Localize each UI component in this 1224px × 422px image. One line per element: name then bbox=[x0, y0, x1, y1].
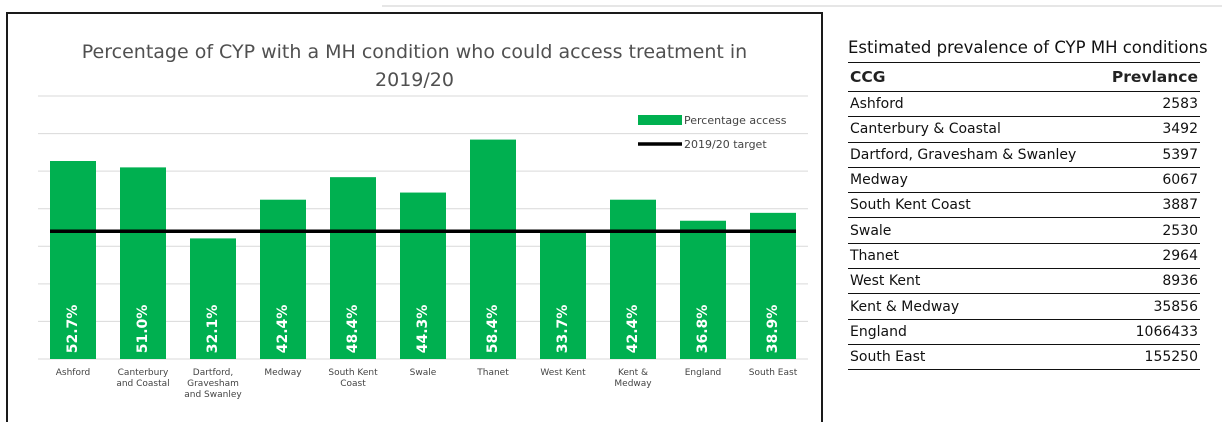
bar bbox=[400, 192, 446, 359]
chart-title-line-1: Percentage of CYP with a MH condition wh… bbox=[81, 41, 748, 63]
header-ccg: CCG bbox=[848, 62, 1101, 92]
legend-swatch-percentage-access bbox=[638, 115, 682, 125]
bar-value-label: 58.4% bbox=[485, 305, 501, 354]
category-tick-label: Swale bbox=[410, 368, 437, 378]
table-row: Swale 2530 bbox=[848, 217, 1200, 244]
chart-title-line-2: 2019/20 bbox=[375, 69, 454, 91]
bar-value-label: 32.1% bbox=[205, 305, 221, 354]
table-row: England 1066433 bbox=[848, 319, 1200, 345]
table-row: Medway 6067 bbox=[848, 167, 1200, 194]
bar bbox=[260, 199, 306, 359]
table-caption: Estimated prevalence of CYP MH condition… bbox=[848, 38, 1208, 57]
prevalence-cell: 8936 bbox=[1100, 268, 1200, 295]
bar bbox=[610, 199, 656, 359]
bar bbox=[750, 212, 796, 359]
bar-value-label: 48.4% bbox=[345, 305, 361, 354]
legend-label-percentage-access: Percentage access bbox=[684, 114, 787, 127]
ccg-name-cell: Canterbury & Coastal bbox=[848, 116, 1101, 143]
table-row: Dartford, Gravesham & Swanley 5397 bbox=[848, 142, 1200, 168]
ccg-name-cell: Kent & Medway bbox=[848, 293, 1101, 320]
table-row: Canterbury & Coastal 3492 bbox=[848, 116, 1200, 143]
bar-value-label: 33.7% bbox=[555, 305, 571, 354]
table-row: West Kent 8936 bbox=[848, 268, 1200, 295]
category-tick-label: West Kent bbox=[540, 368, 586, 378]
prevalence-cell: 3492 bbox=[1100, 116, 1200, 143]
prevalence-cell: 6067 bbox=[1100, 167, 1200, 194]
bar bbox=[190, 238, 236, 359]
top-divider bbox=[382, 5, 1222, 7]
ccg-name-cell: South Kent Coast bbox=[848, 192, 1101, 219]
bar bbox=[50, 160, 96, 359]
prevalence-cell: 2964 bbox=[1100, 243, 1200, 270]
category-tick-label: South Kent bbox=[328, 368, 378, 378]
category-tick-label: Coast bbox=[340, 379, 366, 389]
prevalence-cell: 3887 bbox=[1100, 192, 1200, 219]
prevalence-cell: 35856 bbox=[1100, 293, 1200, 320]
ccg-name-cell: Swale bbox=[848, 217, 1101, 244]
bar-value-label: 51.0% bbox=[135, 305, 151, 354]
prevalence-cell: 2530 bbox=[1100, 217, 1200, 244]
ccg-name-cell: South East bbox=[848, 344, 1101, 371]
category-tick-label: Canterbury bbox=[118, 368, 169, 378]
bar-value-label: 42.4% bbox=[625, 305, 641, 354]
category-tick-label: and Coastal bbox=[116, 379, 169, 389]
prevalence-cell: 5397 bbox=[1100, 142, 1200, 168]
category-tick-label: Dartford, bbox=[193, 368, 233, 378]
prevalence-cell: 1066433 bbox=[1100, 319, 1200, 345]
prevalence-cell: 2583 bbox=[1100, 91, 1200, 118]
legend-label-target: 2019/20 target bbox=[684, 138, 767, 151]
bar-value-label: 44.3% bbox=[415, 305, 431, 354]
ccg-name-cell: Thanet bbox=[848, 243, 1101, 270]
category-tick-label: England bbox=[685, 368, 722, 378]
bar bbox=[540, 232, 586, 359]
prevalence-table: CCG Prevlance Ashford 2583 Canterbury & Co… bbox=[848, 62, 1200, 371]
table-row: South East 155250 bbox=[848, 344, 1200, 371]
ccg-name-cell: West Kent bbox=[848, 268, 1101, 295]
bar bbox=[120, 167, 166, 359]
bar bbox=[680, 220, 726, 359]
bar-value-label: 42.4% bbox=[275, 305, 291, 354]
ccg-name-cell: Ashford bbox=[848, 91, 1101, 118]
table-header-row: CCG Prevlance bbox=[848, 62, 1200, 92]
category-tick-label: Ashford bbox=[56, 368, 90, 378]
header-prevalence: Prevlance bbox=[1100, 62, 1200, 92]
bar bbox=[330, 177, 376, 359]
table-row: Ashford 2583 bbox=[848, 91, 1200, 118]
bar-value-label: 38.9% bbox=[765, 305, 781, 354]
bar bbox=[470, 139, 516, 359]
ccg-name-cell: England bbox=[848, 319, 1101, 345]
bar-value-label: 36.8% bbox=[695, 305, 711, 354]
category-tick-label: South East bbox=[749, 368, 798, 378]
category-tick-label: Kent & bbox=[618, 368, 648, 378]
category-tick-label: Medway bbox=[264, 368, 302, 378]
table-row: South Kent Coast 3887 bbox=[848, 192, 1200, 219]
category-tick-label: and Swanley bbox=[184, 390, 242, 400]
bar-value-label: 52.7% bbox=[65, 305, 81, 354]
table-row: Kent & Medway 35856 bbox=[848, 293, 1200, 320]
chart-panel: Percentage of CYP with a MH condition wh… bbox=[6, 12, 823, 422]
ccg-name-cell: Dartford, Gravesham & Swanley bbox=[848, 142, 1101, 168]
category-tick-label: Thanet bbox=[476, 368, 509, 378]
ccg-name-cell: Medway bbox=[848, 167, 1101, 194]
category-tick-label: Medway bbox=[614, 379, 652, 389]
prevalence-cell: 155250 bbox=[1100, 344, 1200, 371]
table-row: Thanet 2964 bbox=[848, 243, 1200, 270]
category-tick-label: Gravesham bbox=[187, 379, 239, 389]
